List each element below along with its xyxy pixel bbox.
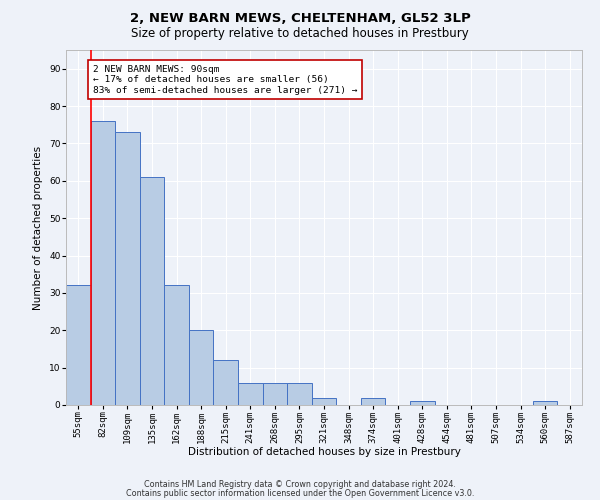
Text: 2 NEW BARN MEWS: 90sqm
← 17% of detached houses are smaller (56)
83% of semi-det: 2 NEW BARN MEWS: 90sqm ← 17% of detached… bbox=[93, 65, 358, 94]
Text: Contains public sector information licensed under the Open Government Licence v3: Contains public sector information licen… bbox=[126, 489, 474, 498]
Bar bbox=[263, 382, 287, 405]
Bar bbox=[533, 402, 557, 405]
Bar bbox=[312, 398, 336, 405]
Bar bbox=[238, 382, 263, 405]
Bar bbox=[287, 382, 312, 405]
Bar bbox=[361, 398, 385, 405]
Bar bbox=[410, 402, 434, 405]
Bar bbox=[189, 330, 214, 405]
Bar bbox=[214, 360, 238, 405]
Bar bbox=[115, 132, 140, 405]
Bar bbox=[140, 177, 164, 405]
Bar bbox=[164, 286, 189, 405]
Text: Size of property relative to detached houses in Prestbury: Size of property relative to detached ho… bbox=[131, 28, 469, 40]
Text: Contains HM Land Registry data © Crown copyright and database right 2024.: Contains HM Land Registry data © Crown c… bbox=[144, 480, 456, 489]
Bar bbox=[66, 286, 91, 405]
Y-axis label: Number of detached properties: Number of detached properties bbox=[34, 146, 43, 310]
Bar bbox=[91, 121, 115, 405]
X-axis label: Distribution of detached houses by size in Prestbury: Distribution of detached houses by size … bbox=[188, 447, 460, 457]
Text: 2, NEW BARN MEWS, CHELTENHAM, GL52 3LP: 2, NEW BARN MEWS, CHELTENHAM, GL52 3LP bbox=[130, 12, 470, 26]
